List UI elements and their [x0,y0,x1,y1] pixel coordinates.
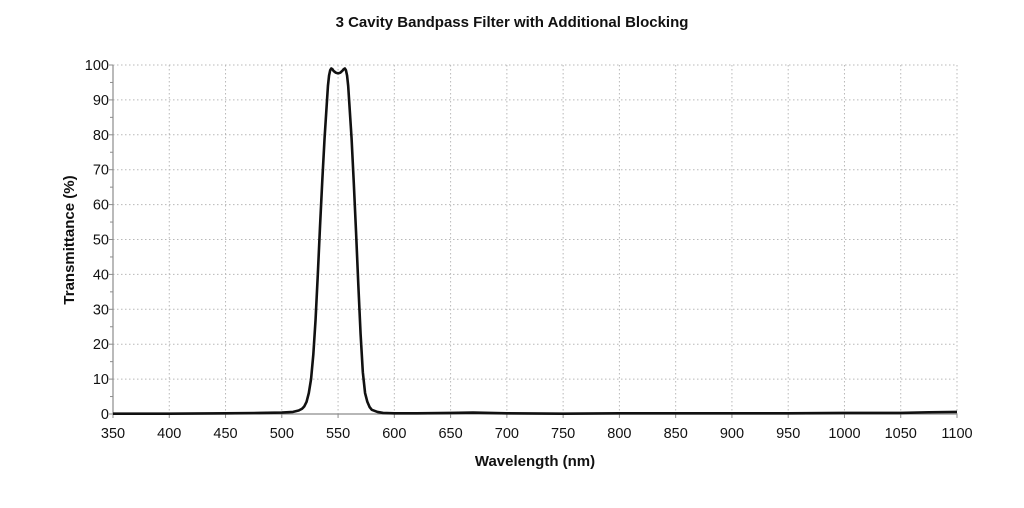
x-tick-label: 1000 [828,426,860,442]
y-tick-label: 100 [85,58,109,74]
x-tick-label: 400 [157,426,181,442]
x-tick-label: 600 [382,426,406,442]
x-tick-label: 450 [213,426,237,442]
y-tick-label: 60 [93,198,109,214]
x-tick-label: 850 [664,426,688,442]
y-axis-label: Transmittance (%) [61,175,78,304]
x-tick-label: 700 [495,426,519,442]
y-tick-label: 30 [93,302,109,318]
gridlines [113,64,958,414]
x-tick-label: 350 [101,426,125,442]
y-axis-ticks: 0 10 20 30 40 50 60 70 80 90 100 [85,58,113,423]
transmittance-curve [113,67,958,415]
y-tick-label: 50 [93,233,109,249]
x-tick-label: 650 [438,426,462,442]
y-tick-label: 40 [93,267,109,283]
y-tick-label: 90 [93,93,109,109]
x-tick-label: 950 [776,426,800,442]
x-axis-ticks: 350 400 450 500 550 600 650 700 750 800 850 900 950 1… [101,414,973,442]
x-tick-label: 800 [607,426,631,442]
y-tick-label: 10 [93,372,109,388]
x-tick-label: 500 [270,426,294,442]
x-axis-label: Wavelength (nm) [475,453,595,470]
y-tick-label: 80 [93,128,109,144]
x-tick-label: 1050 [885,426,917,442]
x-tick-label: 750 [551,426,575,442]
x-tick-label: 900 [720,426,744,442]
y-tick-label: 70 [93,163,109,179]
y-tick-label: 0 [101,407,109,423]
x-tick-label: 550 [326,426,350,442]
x-tick-label: 1100 [941,426,972,442]
chart-title: 3 Cavity Bandpass Filter with Additional… [336,14,689,31]
y-tick-label: 20 [93,337,109,353]
